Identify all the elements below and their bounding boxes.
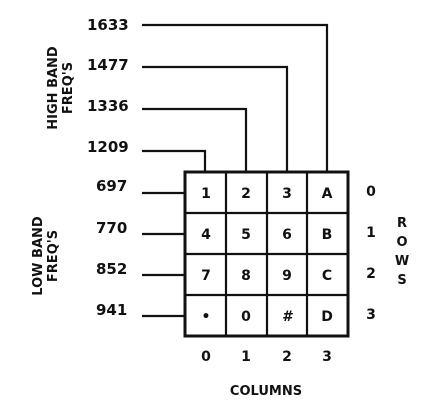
key-hash: # (282, 309, 293, 325)
low-freq-941: 941 (96, 301, 127, 319)
key-5: 5 (241, 227, 251, 243)
key-d: D (321, 309, 333, 325)
key-3: 3 (282, 186, 292, 202)
row-index-2: 2 (366, 266, 376, 282)
key-star: • (202, 309, 211, 325)
high-band-label-line2: FREQ'S (61, 62, 76, 114)
row-indices: 0 1 2 3 (366, 184, 376, 323)
row-index-3: 3 (366, 307, 376, 323)
high-freq-1477: 1477 (87, 56, 129, 74)
low-band-label-line2: FREQ'S (46, 230, 61, 282)
low-freq-852: 852 (96, 260, 127, 278)
high-band-label-line1: HIGH BAND (46, 46, 61, 130)
key-c: C (322, 268, 332, 284)
rows-letter-r: R (397, 216, 407, 231)
key-4: 4 (201, 227, 211, 243)
high-freq-1633: 1633 (87, 16, 129, 34)
rows-label: R O W S (395, 216, 409, 288)
column-index-2: 2 (282, 349, 292, 365)
keypad-grid: 1 2 3 A 4 5 6 B 7 8 9 C • 0 # D (183, 170, 350, 338)
key-8: 8 (241, 268, 251, 284)
columns-label: COLUMNS (230, 384, 302, 399)
row-index-0: 0 (366, 184, 376, 200)
key-a: A (322, 186, 333, 202)
key-2: 2 (241, 186, 251, 202)
column-index-0: 0 (201, 349, 211, 365)
key-0: 0 (241, 309, 251, 325)
low-band-label-line1: LOW BAND (31, 216, 46, 296)
column-index-3: 3 (322, 349, 332, 365)
high-freq-1209: 1209 (87, 138, 129, 156)
key-1: 1 (201, 186, 211, 202)
rows-letter-w: W (395, 254, 409, 269)
key-9: 9 (282, 268, 292, 284)
low-freq-770: 770 (96, 219, 127, 237)
column-indices: 0 1 2 3 (201, 349, 332, 365)
low-freq-697: 697 (96, 177, 127, 195)
rows-letter-o: O (396, 235, 407, 250)
key-b: B (322, 227, 333, 243)
row-index-1: 1 (366, 225, 376, 241)
column-index-1: 1 (241, 349, 251, 365)
wire-1633 (142, 23, 329, 172)
key-6: 6 (282, 227, 292, 243)
key-7: 7 (201, 268, 211, 284)
low-band-section: LOW BAND FREQ'S 697 770 852 941 (31, 177, 185, 319)
wire-1336 (142, 107, 248, 172)
high-freq-1336: 1336 (87, 97, 129, 115)
wire-1477 (142, 65, 289, 172)
rows-letter-s: S (397, 273, 406, 288)
wire-1209 (142, 149, 207, 172)
high-band-section: HIGH BAND FREQ'S 1633 1477 1336 1209 (46, 16, 329, 172)
